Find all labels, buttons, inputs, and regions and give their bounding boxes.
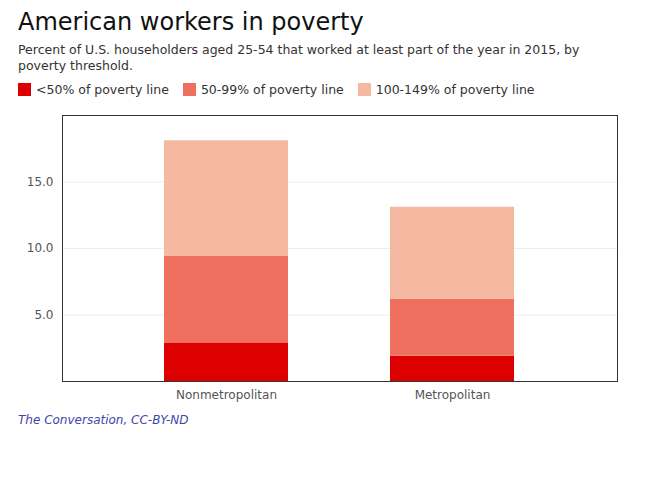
- html-text:The Conversation, CC-BY-ND: The Conversation, CC-BY-ND: [18, 413, 189, 427]
- svg-text:Nonmetropolitan: Nonmetropolitan: [176, 388, 277, 402]
- html-text:Percent of U.S. householders a: Percent of U.S. householders aged 25-54 …: [18, 42, 580, 73]
- html-text:100-149% of poverty line: 100-149% of poverty line: [375, 82, 535, 97]
- html-text:50-99% of poverty line: 50-99% of poverty line: [200, 82, 344, 97]
- html-text:<50% of poverty line: <50% of poverty line: [36, 82, 169, 97]
- svg-text:15.0: 15.0: [27, 175, 54, 189]
- html-text:American workers in poverty: American workers in poverty: [18, 8, 364, 36]
- svg-text:Metropolitan: Metropolitan: [415, 388, 491, 402]
- svg-text:5.0: 5.0: [34, 308, 53, 322]
- svg-text:10.0: 10.0: [27, 241, 54, 255]
